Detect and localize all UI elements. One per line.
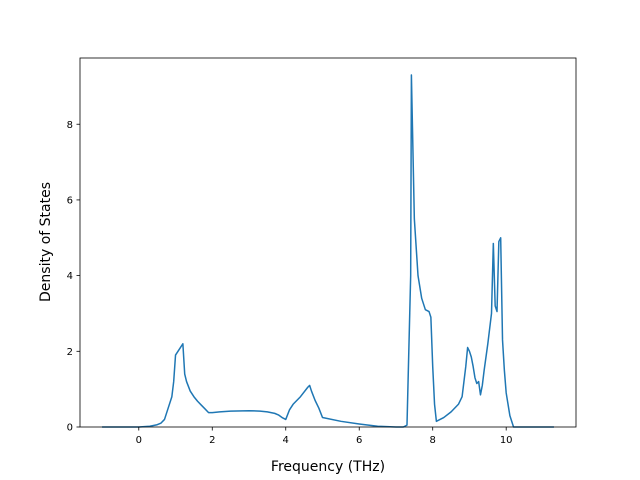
axes-frame bbox=[79, 57, 577, 428]
x-axis-label: Frequency (THz) bbox=[271, 459, 385, 475]
x-tick-label: 6 bbox=[356, 435, 362, 446]
y-tick-label: 2 bbox=[67, 347, 73, 358]
x-tick-label: 8 bbox=[430, 435, 436, 446]
y-tick-label: 6 bbox=[67, 196, 73, 207]
x-tick-label: 10 bbox=[500, 435, 513, 446]
x-tick-label: 4 bbox=[283, 435, 289, 446]
plot-area bbox=[80, 58, 576, 427]
x-tick-label: 2 bbox=[209, 435, 215, 446]
y-tick-label: 4 bbox=[67, 271, 73, 282]
y-axis-label: Density of States bbox=[38, 182, 54, 302]
y-tick-label: 8 bbox=[67, 120, 73, 131]
x-tick-label: 0 bbox=[136, 435, 142, 446]
y-tick-label: 0 bbox=[67, 423, 73, 434]
